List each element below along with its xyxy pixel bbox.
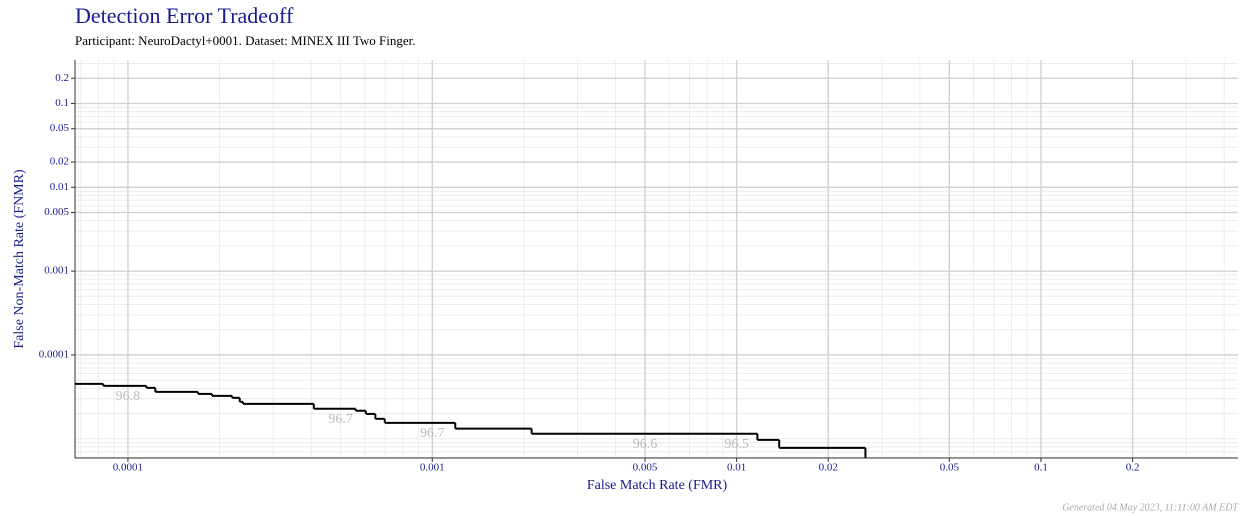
x-tick-label: 0.1 (1034, 462, 1048, 474)
x-tick-label: 0.001 (420, 462, 445, 474)
y-tick-label: 0.001 (44, 265, 69, 277)
x-tick-label: 0.0001 (113, 462, 143, 474)
y-axis-label: False Non-Match Rate (FNMR) (12, 169, 27, 349)
y-tick-label: 0.2 (55, 72, 69, 84)
x-axis-label: False Match Rate (FMR) (587, 478, 728, 493)
y-tick-label: 0.005 (44, 206, 69, 218)
x-tick-label: 0.02 (819, 462, 838, 474)
chart-title: Detection Error Tradeoff (75, 3, 294, 28)
threshold-label: 96.7 (328, 412, 353, 427)
threshold-label: 96.6 (633, 437, 658, 452)
chart-subtitle: Participant: NeuroDactyl+0001. Dataset: … (75, 33, 416, 48)
threshold-label: 96.5 (724, 437, 749, 452)
x-tick-label: 0.2 (1126, 462, 1140, 474)
x-tick-label: 0.05 (940, 462, 960, 474)
y-tick-label: 0.1 (55, 97, 69, 109)
x-tick-label: 0.01 (727, 462, 746, 474)
y-tick-label: 0.01 (50, 181, 69, 193)
y-tick-label: 0.05 (50, 122, 70, 134)
footer: Generated 04 May 2023, 11:11:00 AM EDT (1062, 502, 1239, 513)
threshold-label: 96.7 (420, 426, 445, 441)
y-tick-label: 0.0001 (39, 348, 69, 360)
x-tick-label: 0.005 (633, 462, 658, 474)
threshold-label: 96.8 (116, 389, 141, 404)
y-tick-label: 0.02 (50, 156, 69, 168)
